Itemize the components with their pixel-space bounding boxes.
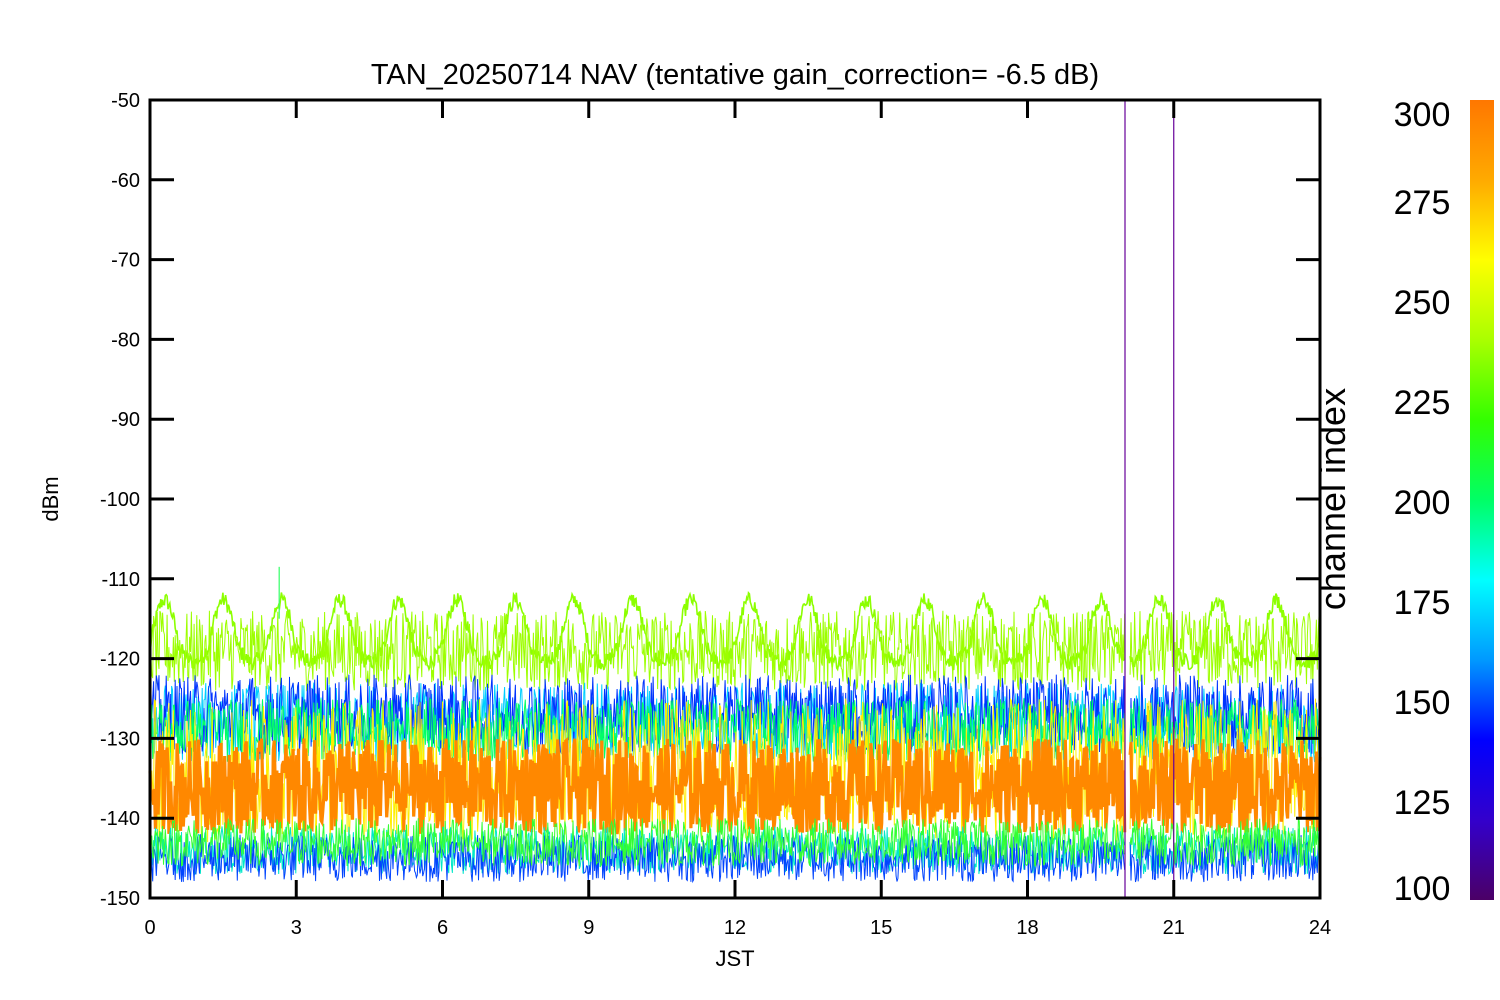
colorbar <box>1470 100 1494 900</box>
colorbar-gradient <box>1470 100 1494 900</box>
axis-ticks <box>148 98 1322 900</box>
series-line-ch215-upper <box>149 697 1321 763</box>
x-tick-label: 12 <box>724 917 746 939</box>
x-tick-label: 15 <box>870 917 892 939</box>
series-line-ch225-lower <box>149 816 1321 868</box>
y-tick-label: -50 <box>111 90 140 112</box>
colorbar-tick-label: 100 <box>1394 870 1451 908</box>
x-tick-label: 6 <box>437 917 448 939</box>
colorbar-tick-label: 225 <box>1394 384 1451 422</box>
y-tick-label: -70 <box>111 250 140 272</box>
x-axis-label: JST <box>715 946 754 971</box>
y-tick-label: -130 <box>100 728 140 750</box>
colorbar-tick-label: 125 <box>1394 784 1451 822</box>
colorbar-tick-label: 175 <box>1394 584 1451 622</box>
colorbar-tick-label: 275 <box>1394 184 1451 222</box>
colorbar-label: channel index <box>1312 388 1353 610</box>
x-tick-label: 18 <box>1016 917 1038 939</box>
colorbar-tick-label: 150 <box>1394 684 1451 722</box>
y-tick-labels: -50 -60 -70 -80 -90 -100 -110 -120 -130 -140 -150 <box>100 90 140 910</box>
colorbar-tick-label: 300 <box>1394 96 1451 134</box>
x-tick-label: 9 <box>583 917 594 939</box>
x-tick-label: 0 <box>144 917 155 939</box>
y-tick-label: -100 <box>100 489 140 511</box>
colorbar-tick-labels: 300 275 250 225 200 175 150 125 100 <box>1394 96 1451 908</box>
x-tick-label: 3 <box>291 917 302 939</box>
x-tick-label: 24 <box>1309 917 1331 939</box>
series-line-ch252-main <box>149 610 1321 692</box>
plot-data-layer <box>148 100 1322 898</box>
y-tick-label: -140 <box>100 808 140 830</box>
colorbar-tick-label: 250 <box>1394 284 1451 322</box>
x-tick-label: 21 <box>1163 917 1185 939</box>
y-tick-label: -90 <box>111 409 140 431</box>
y-tick-label: -80 <box>111 329 140 351</box>
series-line-ch285-core <box>148 736 1322 836</box>
y-axis-label: dBm <box>38 476 63 521</box>
colorbar-tick-label: 200 <box>1394 484 1451 522</box>
y-tick-label: -60 <box>111 170 140 192</box>
y-tick-label: -120 <box>100 649 140 671</box>
y-tick-label: -110 <box>101 569 140 591</box>
chart-title: TAN_20250714 NAV (tentative gain_correct… <box>371 59 1099 91</box>
y-tick-label: -150 <box>100 888 140 910</box>
x-tick-labels: 0 3 6 9 12 15 18 21 24 <box>144 917 1331 939</box>
